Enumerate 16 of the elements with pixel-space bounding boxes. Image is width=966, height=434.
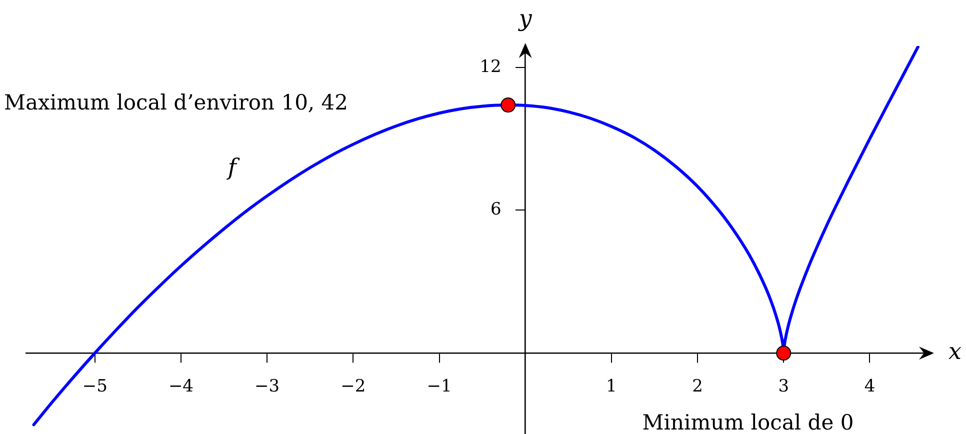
x-tick-label: −1 <box>426 376 452 397</box>
x-tick-label: −4 <box>168 376 194 397</box>
series-label: f <box>226 154 240 181</box>
y-axis-title: y <box>518 6 533 32</box>
x-tick-label: 2 <box>692 376 703 397</box>
x-tick-label: 4 <box>864 376 876 397</box>
x-tick-label: −5 <box>82 376 108 397</box>
y-tick-label: 6 <box>490 200 502 220</box>
x-tick-label: −3 <box>254 376 280 397</box>
x-tick-label: 3 <box>778 376 790 397</box>
x-tick-label: −2 <box>340 376 366 397</box>
x-tick-label: 1 <box>606 376 617 397</box>
annotation: Minimum local de 0 <box>642 410 854 434</box>
x-axis-title: x <box>948 339 962 366</box>
annotation: Maximum local d’environ 10, 42 <box>4 90 348 114</box>
y-tick-label: 12 <box>480 56 502 77</box>
